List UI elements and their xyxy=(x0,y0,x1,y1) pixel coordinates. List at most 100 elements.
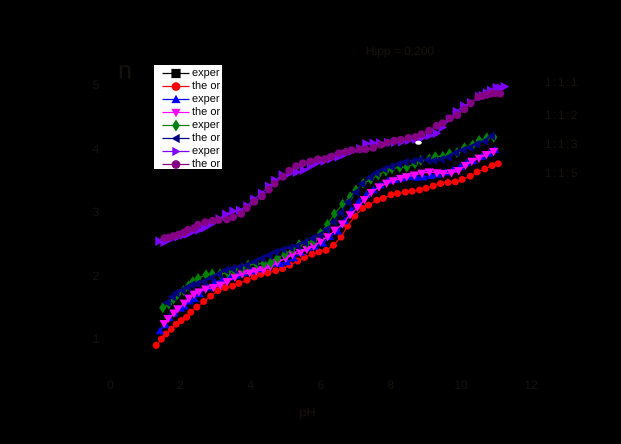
data-point-marker xyxy=(361,145,370,154)
legend-sample-triangle-down xyxy=(162,108,190,117)
data-point-marker xyxy=(313,155,322,164)
data-point-marker xyxy=(417,130,426,139)
data-point-marker xyxy=(265,185,273,194)
data-point-marker xyxy=(390,136,398,145)
legend-marker-diamond xyxy=(172,119,180,132)
data-point-marker xyxy=(201,218,210,227)
y-tick-label-1: 1 xyxy=(92,332,100,346)
data-point-marker xyxy=(152,341,160,349)
data-point-marker xyxy=(306,157,315,166)
x-axis-label: pH xyxy=(299,404,316,419)
data-point-marker xyxy=(356,145,364,154)
legend-entry-4: exper xyxy=(154,119,222,132)
data-point-marker xyxy=(432,121,441,130)
ratio-label-1-1-1: 1:1:1 xyxy=(544,75,580,89)
data-point-marker xyxy=(351,212,359,220)
white-speck xyxy=(415,140,422,145)
data-point-marker xyxy=(177,317,185,325)
legend-label: exper xyxy=(192,118,220,131)
legend-entry-0: exper xyxy=(154,67,222,80)
data-point-marker xyxy=(222,215,231,224)
data-point-marker xyxy=(408,187,416,195)
data-point-marker xyxy=(279,172,287,181)
data-point-marker xyxy=(243,276,251,284)
data-point-marker xyxy=(466,99,475,108)
data-point-marker xyxy=(308,250,316,258)
x-tick-label-2: 2 xyxy=(177,378,184,392)
data-point-marker xyxy=(337,233,345,241)
data-point-marker xyxy=(396,135,405,144)
legend-label: the or xyxy=(192,157,221,170)
data-point-marker xyxy=(285,166,294,175)
legend-marker-triangle-up xyxy=(171,94,181,103)
data-point-marker xyxy=(416,186,423,194)
data-point-marker xyxy=(387,191,395,199)
legend-entry-1: the or xyxy=(154,80,222,93)
legend-sample-diamond xyxy=(162,119,190,132)
legend-label: the or xyxy=(192,105,221,118)
data-point-markers xyxy=(159,131,498,314)
data-point-marker xyxy=(194,220,202,229)
data-point-marker xyxy=(208,216,217,225)
data-point-marker xyxy=(174,230,183,239)
data-point-marker xyxy=(298,159,307,168)
legend-sample-triangle-up xyxy=(162,94,190,103)
data-point-marker xyxy=(193,303,201,311)
data-point-marker xyxy=(383,138,392,147)
data-point-marker xyxy=(425,126,433,135)
ratio-label-1-1-5: 1:1:5 xyxy=(544,166,580,180)
data-point-marker xyxy=(200,298,208,305)
data-point-marker xyxy=(315,248,323,256)
data-point-marker xyxy=(394,190,401,197)
data-point-marker xyxy=(157,335,165,343)
data-point-marker xyxy=(187,308,195,316)
y-tick-label-4: 4 xyxy=(92,141,100,156)
data-point-marker xyxy=(444,179,452,186)
data-point-marker xyxy=(183,313,191,321)
data-point-marker xyxy=(473,168,481,176)
legend-entry-3: the or xyxy=(154,106,222,119)
data-point-marker xyxy=(404,134,413,142)
data-point-marker xyxy=(172,320,180,328)
data-point-marker xyxy=(429,182,437,190)
x-tick-label-8: 8 xyxy=(387,378,395,392)
data-point-marker xyxy=(422,184,430,192)
data-point-marker xyxy=(330,241,337,249)
legend-sample-triangle-left xyxy=(162,133,190,143)
data-point-marker xyxy=(488,162,496,170)
x-tick-label-4: 4 xyxy=(247,378,255,392)
data-point-marker xyxy=(466,172,474,180)
data-point-marker xyxy=(264,269,272,277)
data-point-markers xyxy=(162,131,496,308)
legend-sample-circle xyxy=(162,81,190,91)
legend-label: exper xyxy=(192,66,220,79)
data-point-marker xyxy=(494,160,502,168)
data-point-marker xyxy=(214,216,223,225)
legend-sample-triangle-right xyxy=(162,146,190,156)
data-point-marker xyxy=(229,282,237,290)
legend-sample-circle xyxy=(162,159,190,169)
data-point-marker xyxy=(438,119,447,127)
legend-entry-5: the or xyxy=(154,132,222,145)
data-point-marker xyxy=(235,279,243,287)
legend-label: the or xyxy=(192,79,221,92)
x-tick-label-6: 6 xyxy=(317,378,325,392)
data-point-marker xyxy=(453,111,462,120)
data-point-marker xyxy=(342,147,350,156)
legend-sample-square xyxy=(162,68,190,78)
data-point-markers xyxy=(159,148,499,329)
legend-marker-circle xyxy=(171,159,181,169)
data-point-marker xyxy=(250,198,259,206)
data-point-marker xyxy=(242,204,251,213)
ratio-label-1-1-3: 1:1:3 xyxy=(544,137,580,151)
x-tick-label-12: 12 xyxy=(524,378,538,392)
x-tick-label-0: 0 xyxy=(107,378,114,392)
data-point-marker xyxy=(292,162,300,171)
legend-marker-triangle-down xyxy=(171,108,181,117)
data-point-marker xyxy=(334,149,343,158)
legend-entry-2: exper xyxy=(154,93,222,106)
